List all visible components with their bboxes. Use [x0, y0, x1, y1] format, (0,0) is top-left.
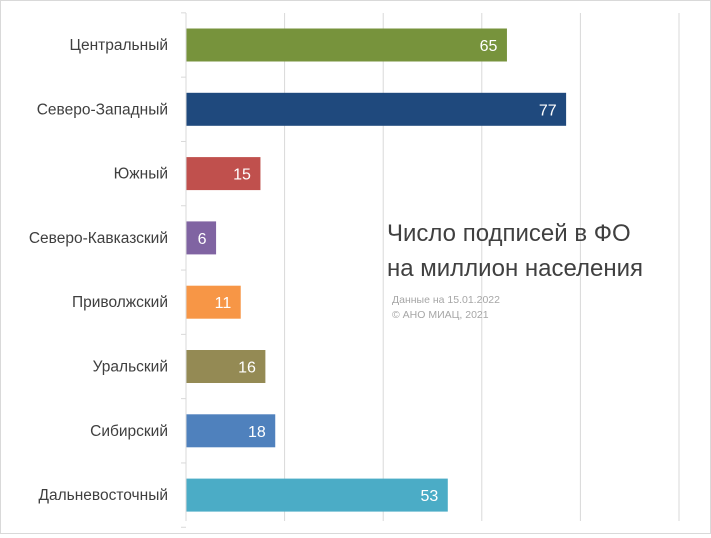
- category-label: Дальневосточный: [39, 487, 169, 504]
- category-label: Северо-Кавказский: [29, 230, 168, 247]
- bar: [186, 414, 276, 448]
- bar: [186, 221, 217, 255]
- category-label: Центральный: [70, 37, 168, 54]
- bar: [186, 157, 261, 191]
- bar: [186, 92, 567, 126]
- data-label: 18: [248, 424, 266, 441]
- data-label: 53: [420, 488, 438, 505]
- category-labels: Центральный Северо-Западный Южный Северо-Ка…: [29, 37, 168, 504]
- bar: [186, 285, 241, 319]
- category-label: Сибирский: [90, 423, 168, 440]
- bar: [186, 28, 507, 62]
- data-label: 6: [198, 231, 207, 248]
- category-label: Южный: [114, 166, 168, 183]
- bar: [186, 478, 448, 512]
- bar: [186, 350, 266, 383]
- data-date-note: Данные на 15.01.2022: [392, 294, 500, 306]
- category-label: Приволжский: [72, 294, 168, 311]
- category-label: Уральский: [93, 359, 168, 376]
- data-label: 16: [238, 360, 256, 377]
- category-label: Северо-Западный: [37, 101, 168, 118]
- data-label: 77: [539, 102, 557, 119]
- copyright-note: © АНО МИАЦ, 2021: [392, 309, 489, 321]
- bars: 65 77 15 6 11 16 18 53: [186, 28, 567, 512]
- data-label: 11: [215, 295, 232, 312]
- chart-title-line-1: Число подписей в ФО: [387, 220, 631, 247]
- data-label: 15: [233, 167, 251, 184]
- chart-title-line-2: на миллион населения: [387, 255, 643, 282]
- data-label: 65: [480, 38, 498, 55]
